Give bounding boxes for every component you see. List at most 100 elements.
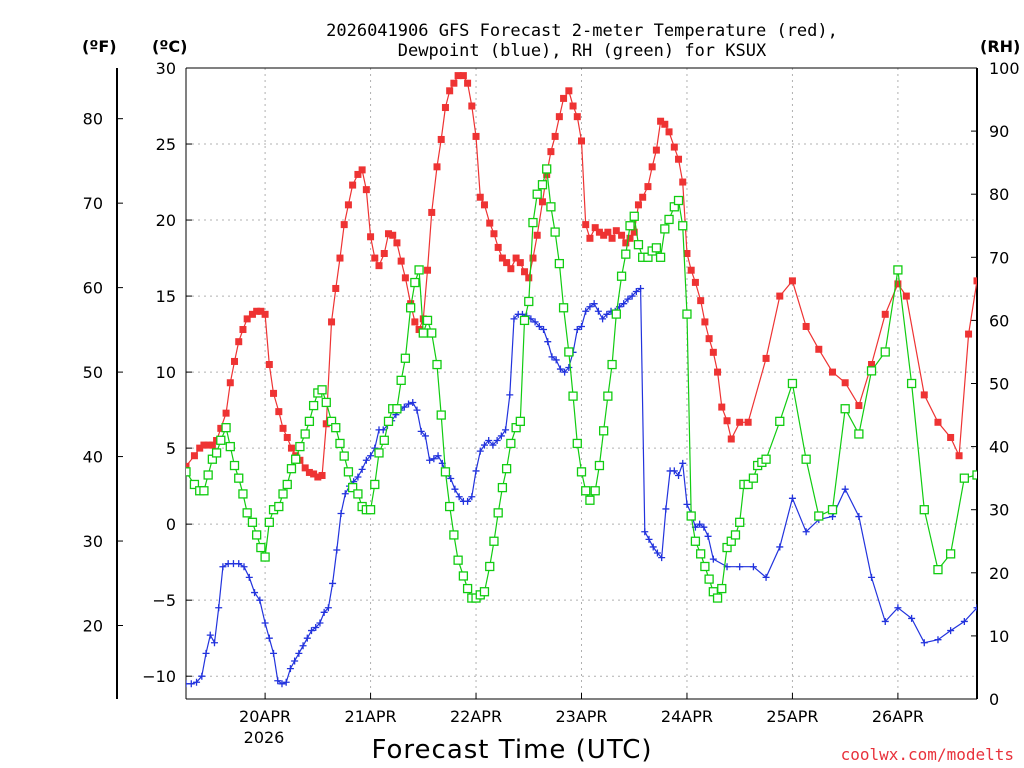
rh-point: [581, 486, 591, 496]
temperature-point: [401, 274, 409, 282]
rh-point: [462, 583, 473, 594]
grid-lines: [186, 67, 977, 699]
rh-point: [347, 482, 358, 493]
rh-point: [321, 397, 331, 408]
rh-point: [651, 243, 662, 253]
dewpoint-point: [198, 672, 206, 680]
temperature-point: [578, 137, 585, 145]
rh-point: [678, 221, 688, 231]
dewpoint-point: [341, 490, 349, 498]
rh-point: [300, 429, 310, 439]
temperature-point: [718, 403, 726, 411]
tick-labels: −10 −5 0 5 10 15 20 25 30 20 30 40 50 60 70 80 0 10 20 30 40…: [83, 59, 1020, 726]
temperature-point: [336, 254, 344, 262]
temperature-point: [248, 310, 256, 318]
rh-point: [585, 495, 595, 505]
dewpoint-point: [881, 617, 889, 625]
temperature-point: [270, 389, 278, 397]
temperature-point: [314, 473, 322, 481]
dewpoint-point: [802, 528, 810, 536]
fahrenheit-tick-label: 30: [83, 532, 103, 551]
rh-point: [999, 424, 1007, 432]
rh-point: [370, 479, 380, 490]
x-tick-label: 23APR: [555, 707, 607, 726]
rh-point: [743, 479, 753, 490]
temperature-point: [543, 170, 551, 178]
rh-point: [532, 189, 542, 199]
dewpoint-point: [934, 636, 942, 644]
temperature-point: [464, 79, 472, 87]
dewpoint-point: [251, 589, 259, 597]
temperature-point: [305, 468, 313, 476]
temperature-point: [525, 274, 533, 282]
dewpoint-point: [417, 427, 425, 435]
temperature-point: [665, 128, 673, 136]
dewpoint-point: [578, 322, 585, 330]
rh-point: [211, 448, 222, 458]
chart-title-line-2: Dewpoint (blue), RH (green) for KSUX: [398, 41, 767, 61]
rh-point: [717, 583, 727, 594]
temperature-point: [380, 249, 388, 257]
dewpoint-point: [548, 353, 556, 361]
rh-tick-label: 40: [989, 438, 1009, 457]
temperature-point: [630, 228, 638, 236]
rh-point: [906, 378, 917, 389]
dewpoint-point: [265, 634, 273, 642]
dewpoint-point: [434, 452, 442, 460]
rh-point: [331, 423, 341, 433]
celsius-tick-label: 10: [156, 363, 176, 382]
temperature-point: [697, 297, 705, 305]
rh-point: [400, 353, 411, 363]
dewpoint-point: [426, 456, 434, 464]
temperature-point: [533, 231, 541, 239]
temperature-point: [565, 87, 573, 95]
dewpoint-point: [303, 634, 311, 642]
rh-point: [576, 467, 587, 477]
rh-point: [972, 470, 977, 480]
temperature-point: [762, 354, 770, 362]
dewpoint-point: [451, 485, 459, 493]
temperature-point: [709, 348, 717, 356]
rh-point: [383, 416, 394, 427]
temperature-point: [679, 178, 687, 186]
dewpoint-point: [565, 364, 573, 372]
data-series: [186, 72, 1007, 688]
rh-point: [712, 593, 723, 603]
temperature-point: [569, 102, 577, 110]
rh-point: [568, 391, 578, 401]
dewpoint-point: [679, 459, 687, 467]
rh-point: [493, 508, 503, 518]
fahrenheit-tick-label: 60: [83, 279, 103, 298]
dewpoint-point: [480, 441, 488, 449]
temperature-point: [815, 345, 823, 353]
dewpoint-point: [282, 678, 290, 686]
temperature-point: [973, 277, 977, 285]
dewpoint-point: [367, 452, 375, 460]
temperature-point: [691, 278, 699, 286]
dewpoint-point: [497, 432, 505, 440]
rh-tick-label: 90: [989, 122, 1009, 141]
temperature-point: [186, 462, 190, 470]
rh-point: [933, 564, 943, 575]
dewpoint-point: [700, 523, 708, 531]
rh-point: [189, 479, 200, 490]
dewpoint-point: [662, 505, 670, 513]
rh-point: [761, 454, 771, 464]
temperature-point: [349, 181, 357, 189]
temperature-point: [476, 193, 484, 201]
temperature-point: [235, 338, 243, 346]
dewpoint-point: [235, 560, 243, 568]
dewpoint-point: [544, 338, 552, 346]
dewpoint-point: [540, 326, 548, 334]
dewpoint-point: [286, 665, 294, 673]
temperature-point: [560, 94, 568, 102]
dewpoint-point: [476, 447, 484, 455]
rh-tick-label: 60: [989, 311, 1009, 330]
temperature-point: [705, 335, 713, 343]
temperature-point: [367, 233, 375, 241]
rh-point: [682, 309, 692, 319]
rh-point: [485, 561, 495, 572]
temperature-point: [648, 163, 656, 171]
rh-point: [616, 271, 627, 281]
x-tick-label: 20APR: [239, 707, 291, 726]
